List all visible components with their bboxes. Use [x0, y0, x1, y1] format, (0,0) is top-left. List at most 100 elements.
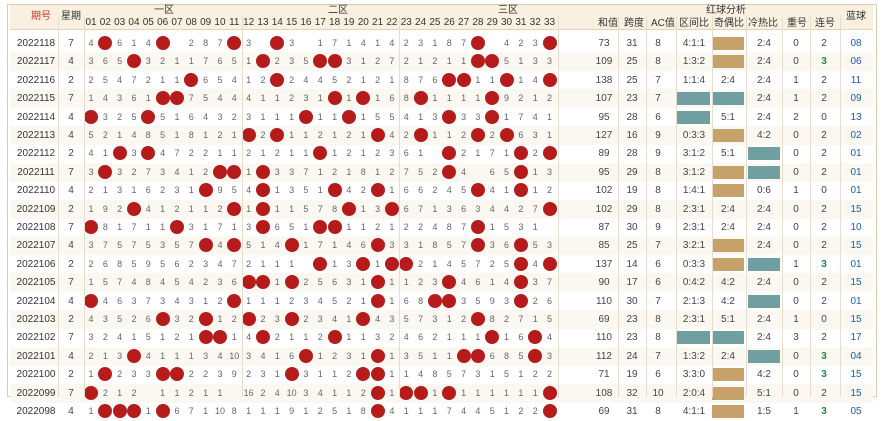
miss-count: 7 [317, 240, 323, 251]
sum-value: 127 [595, 130, 613, 141]
miss-count: 1 [160, 74, 166, 85]
table-row: 2022116 2 2 5 4 7 2 1 1 6 5 4 1 2 2 4 4 5 2 1 2 1 8 7 6 1 1 1 4 138 25… [10, 71, 873, 90]
miss-count: 1 [375, 166, 381, 177]
red-ball [255, 330, 270, 345]
miss-count: 3 [346, 56, 352, 67]
miss-count: 7 [217, 222, 223, 232]
miss-count: 7 [547, 277, 553, 288]
red-ball [126, 54, 141, 69]
odd-even: 2:4 [721, 350, 735, 362]
hot-cold: 2:4 [757, 111, 771, 123]
miss-count: 1 [303, 240, 309, 251]
miss-count: 5 [504, 222, 510, 232]
span-value: 19 [626, 185, 638, 197]
miss-count: 1 [346, 93, 352, 104]
red-ball [370, 128, 385, 142]
miss-count: 7 [145, 166, 151, 177]
miss-count: 3 [289, 185, 295, 196]
ac-value: 7 [655, 93, 661, 105]
miss-count: 10 [286, 387, 297, 398]
miss-count: 1 [274, 203, 280, 214]
sum-value: 85 [598, 240, 610, 252]
miss-count: 9 [489, 295, 495, 306]
red-ball [327, 330, 342, 345]
miss-count: 3 [446, 203, 452, 214]
table-row: 2022115 7 1 4 3 6 1 7 5 4 4 4 1 1 2 3 1 1 1 6 8 1 1 1 1 9 2 1 2 107 23… [10, 89, 873, 109]
miss-count: 1 [274, 295, 280, 306]
miss-count: 7 [461, 222, 467, 232]
red-ball [341, 201, 356, 216]
consecutive-count: 3 [821, 56, 827, 68]
miss-count: 2 [145, 74, 151, 85]
hot-cold-tag [748, 147, 780, 161]
miss-count: 5 [160, 130, 166, 140]
miss-count: 1 [475, 332, 481, 343]
miss-count [256, 34, 270, 53]
zone-ratio: 0:3:3 [682, 258, 706, 270]
miss-count: 1 [346, 166, 352, 177]
miss-count: 6 [432, 74, 438, 85]
miss-count: 1 [504, 387, 510, 398]
miss-count: 3 [145, 56, 151, 67]
hot-cold: 2:4 [757, 93, 771, 105]
column-divider [84, 16, 85, 397]
miss-count: 1 [260, 111, 266, 122]
span-value: 25 [626, 74, 638, 86]
analysis-header: 红球分析 [706, 5, 746, 16]
miss-count: 1 [203, 203, 209, 214]
miss-count: 1 [489, 387, 495, 398]
miss-count: 5 [532, 240, 538, 251]
issue-header[interactable]: 期号 [31, 11, 51, 22]
miss-count: 1 [346, 314, 352, 324]
miss-count: 4 [389, 38, 395, 48]
sum-value: 102 [595, 203, 613, 215]
zone-ratio-tag [676, 110, 710, 124]
number-header-23: 23 [400, 17, 412, 28]
red-ball [84, 293, 98, 308]
miss-count: 1 [446, 130, 452, 140]
miss-count: 5 [160, 258, 166, 269]
miss-count: 1 [389, 350, 395, 361]
column-divider [618, 16, 619, 397]
red-ball [270, 128, 285, 142]
miss-count: 1 [317, 369, 323, 380]
table-row: 2022107 4 3 7 5 7 5 3 5 7 4 5 1 4 1 7 1 4 6 3 3 1 8 5 7 3 6 5 3 85 25 7… [10, 236, 873, 256]
miss-count: 4 [489, 203, 495, 214]
consecutive-count: 2 [821, 166, 827, 178]
issue-number: 2022118 [16, 38, 56, 49]
miss-count: 6 [403, 148, 409, 159]
miss-count: 3 [547, 240, 553, 251]
miss-count: 8 [418, 295, 424, 306]
miss-count: 4 [317, 295, 323, 306]
miss-count: 1 [346, 332, 352, 343]
miss-count: 2 [188, 387, 194, 398]
miss-count: 3 [432, 314, 438, 324]
miss-count: 5 [332, 295, 338, 306]
miss-count: 2 [461, 130, 467, 140]
odd-even-tag [712, 129, 744, 142]
red-ball [542, 36, 557, 50]
zone-ratio: 4:1:1 [682, 38, 706, 49]
red-ball [399, 385, 414, 400]
miss-count: 5 [547, 314, 553, 324]
miss-count: 9 [145, 258, 151, 269]
miss-count: 1 [217, 314, 223, 324]
repeat-count: 1 [793, 314, 799, 325]
miss-count: 3 [303, 295, 309, 306]
miss-count: 1 [432, 350, 438, 361]
red-ball [470, 220, 485, 234]
miss-count: 5 [174, 277, 180, 288]
hot-cold: 2:4 [757, 277, 771, 289]
miss-count: 1 [432, 387, 438, 398]
miss-count: 1 [188, 56, 194, 67]
miss-count: 1 [260, 258, 266, 269]
miss-count: 3 [188, 295, 194, 306]
miss-count: 8 [403, 93, 409, 104]
blue-ball: 01 [850, 148, 862, 160]
red-ball [84, 385, 98, 400]
zone-ratio: 0:4:2 [682, 277, 706, 289]
number-header-05: 05 [142, 17, 154, 28]
red-ball [399, 256, 414, 271]
table-row: 2022117 4 3 6 5 3 2 1 1 7 6 5 1 2 3 5 3 1 2 7 2 1 2 1 1 5 1 3 3 109 25… [10, 52, 873, 72]
odd-even: 2:4 [721, 203, 735, 215]
